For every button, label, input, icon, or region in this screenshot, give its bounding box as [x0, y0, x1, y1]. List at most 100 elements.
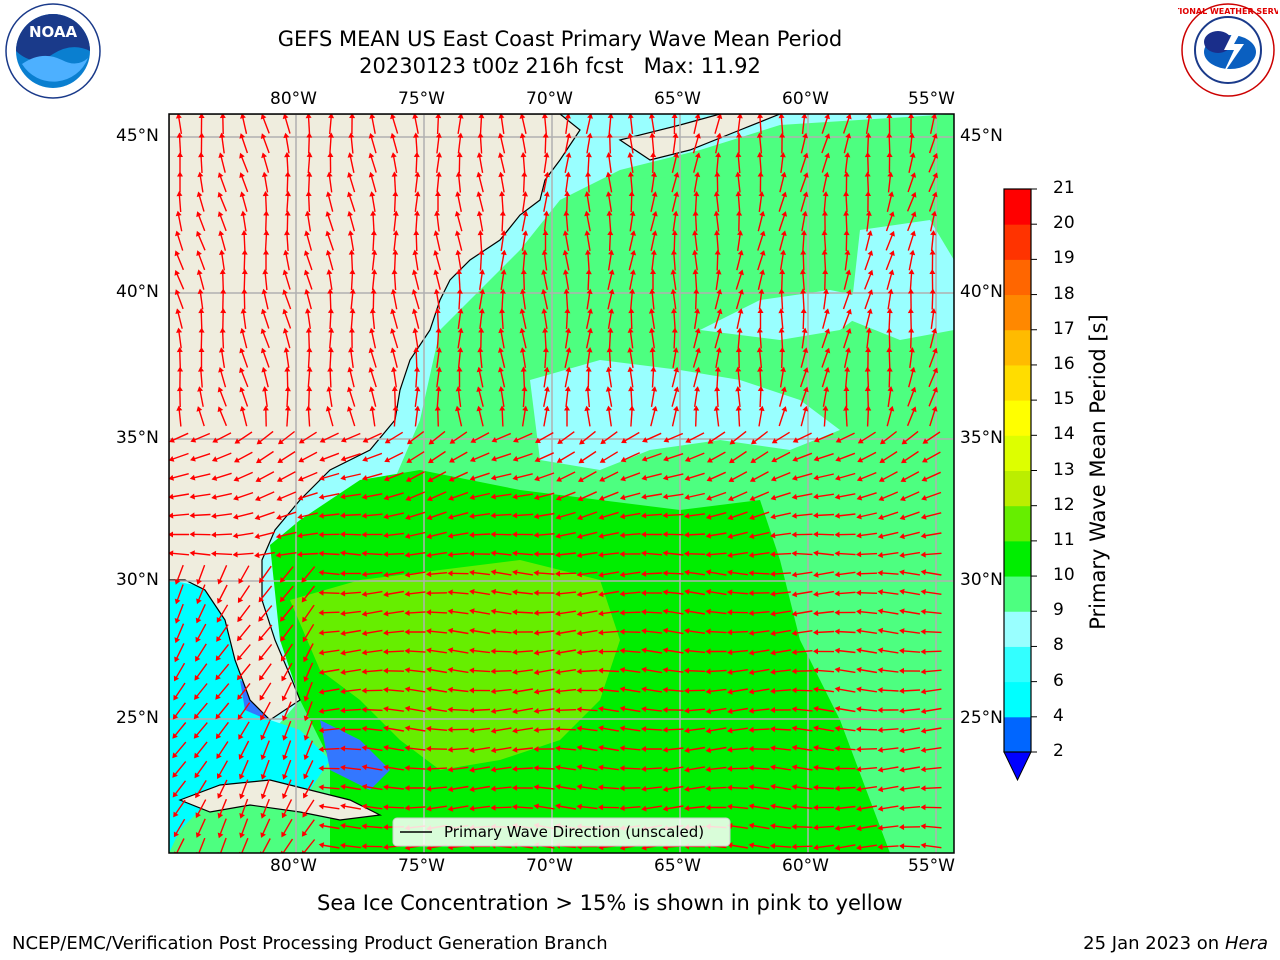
wave-arrow-head	[557, 438, 564, 444]
lat-label-right-25n: 25°N	[960, 708, 1003, 728]
wave-arrow-head	[541, 269, 548, 275]
wave-arrow-head	[585, 249, 591, 255]
wave-arrow	[864, 272, 872, 290]
wave-arrow	[385, 571, 405, 576]
wave-arrow	[238, 585, 251, 601]
wave-arrow-head	[318, 803, 324, 810]
wave-arrow-head	[627, 132, 634, 139]
wave-arrow	[500, 252, 505, 271]
wave-arrow	[752, 430, 769, 444]
wave-arrow-head	[284, 405, 291, 411]
wave-arrow	[731, 450, 747, 463]
wave-arrow	[450, 610, 469, 615]
wave-arrow-head	[662, 608, 668, 615]
wave-arrow-head	[576, 668, 582, 675]
wave-arrow-head	[533, 727, 539, 733]
wave-arrow	[175, 643, 185, 660]
wave-arrow	[493, 650, 512, 653]
wave-arrow	[478, 389, 484, 407]
wave-arrow-head	[447, 608, 453, 615]
wave-arrow	[493, 610, 512, 615]
wave-arrow-head	[662, 786, 669, 793]
lat-label-right-45n: 45°N	[960, 126, 1003, 146]
wave-arrow-head	[672, 347, 679, 353]
wave-arrow-head	[778, 308, 785, 314]
wave-arrow	[865, 233, 871, 251]
wave-arrow-head	[173, 831, 179, 838]
wave-arrow-head	[641, 805, 647, 812]
wave-arrow	[493, 552, 512, 556]
wave-arrow-head	[457, 132, 464, 138]
wave-arrow	[607, 193, 613, 213]
wave-arrow-head	[757, 308, 764, 313]
wave-arrow-head	[212, 437, 219, 443]
wave-arrow-head	[620, 456, 627, 463]
wave-arrow	[800, 135, 807, 154]
wave-arrow	[365, 432, 382, 442]
wave-arrow-head	[705, 648, 711, 655]
wave-arrow	[903, 430, 919, 444]
wave-arrow	[342, 513, 362, 517]
wave-arrow-head	[555, 551, 561, 558]
wave-arrow-head	[671, 230, 678, 236]
wave-arrow-head	[414, 386, 421, 392]
wave-arrow	[450, 532, 469, 537]
wave-arrow	[500, 232, 505, 252]
wave-arrow	[557, 805, 577, 810]
wave-arrow	[866, 408, 870, 427]
wave-arrow-head	[176, 347, 183, 353]
lon-label-bottom-80w: 80°W	[270, 856, 317, 876]
wave-arrow	[880, 785, 899, 791]
wave-arrow-head	[282, 735, 288, 741]
wave-arrow-head	[856, 686, 862, 693]
wave-arrow	[708, 707, 727, 713]
wave-arrow	[692, 135, 700, 154]
wave-arrow	[910, 330, 912, 349]
wave-arrow	[221, 135, 225, 154]
wave-arrow	[729, 805, 749, 810]
wave-arrow-head	[169, 456, 175, 462]
wave-arrow	[794, 786, 813, 790]
wave-arrow	[673, 232, 676, 252]
wave-arrow-head	[340, 764, 346, 771]
wave-arrow	[737, 116, 741, 134]
wave-arrow-head	[469, 531, 475, 538]
wave-arrow	[888, 135, 891, 154]
wave-arrow	[522, 193, 526, 213]
wave-arrow-head	[175, 308, 182, 314]
wave-arrow	[708, 610, 727, 615]
wave-arrow-head	[864, 386, 871, 392]
wave-arrow	[364, 805, 383, 810]
wave-arrow-head	[195, 792, 201, 799]
wave-arrow-head	[899, 533, 905, 540]
wave-arrow-head	[368, 347, 375, 354]
wave-arrow	[708, 552, 727, 556]
wave-arrow	[493, 688, 512, 693]
wave-arrow	[651, 135, 655, 154]
wave-arrow	[866, 135, 870, 154]
wave-arrow-head	[319, 437, 326, 443]
wave-arrow-head	[405, 476, 412, 482]
wave-arrow-head	[867, 289, 874, 295]
wave-arrow	[729, 825, 749, 829]
wave-arrow-head	[435, 171, 442, 177]
wave-arrow	[217, 624, 229, 640]
wave-arrow	[174, 682, 186, 699]
wave-arrow	[501, 408, 504, 427]
wave-arrow-head	[662, 627, 669, 634]
wave-arrow-head	[844, 152, 851, 158]
wave-arrow	[673, 310, 676, 330]
wave-arrow-head	[651, 171, 657, 177]
wave-arrow	[542, 291, 549, 310]
wave-arrow	[197, 564, 206, 583]
wave-arrow	[665, 572, 684, 575]
wave-arrow-head	[512, 569, 518, 576]
wave-arrow-head	[735, 386, 742, 392]
wave-arrow	[197, 584, 206, 602]
wave-arrow	[650, 233, 656, 251]
wave-arrow-head	[318, 569, 324, 576]
wave-arrow	[500, 388, 505, 408]
wave-arrow-head	[404, 590, 410, 597]
wave-arrow	[880, 649, 899, 654]
